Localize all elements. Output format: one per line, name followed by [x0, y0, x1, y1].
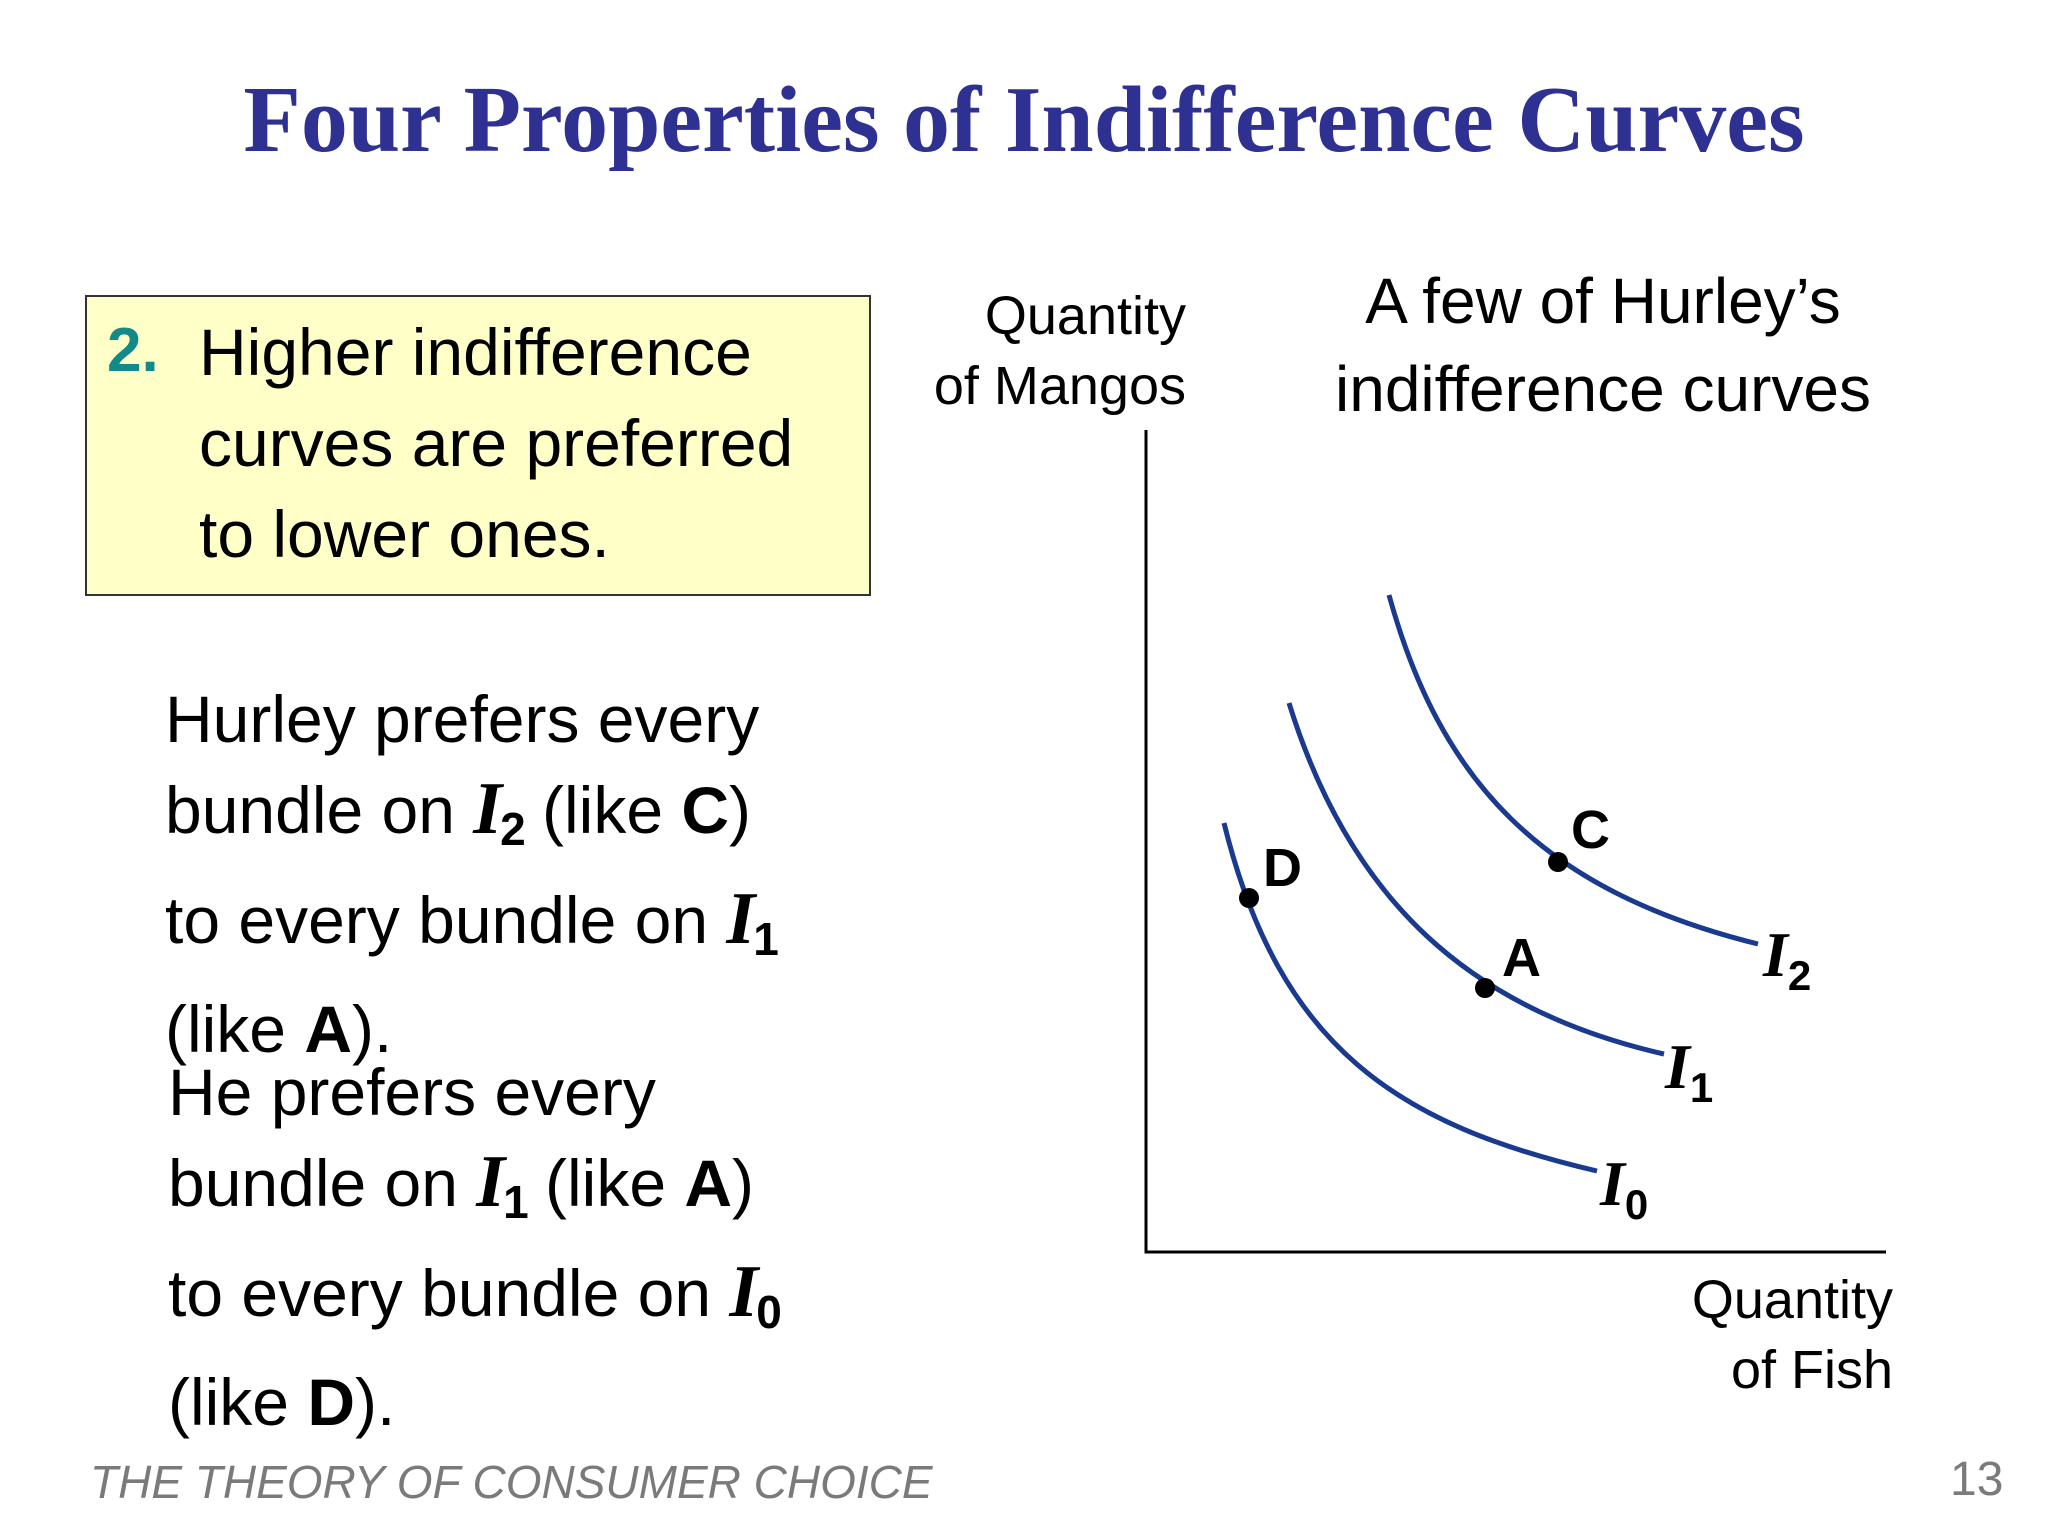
curve-symbol-i1: I1 — [726, 878, 778, 965]
point-ref-a: A — [684, 1146, 733, 1220]
para2-text: ). — [355, 1365, 396, 1439]
indifference-curve-i0 — [1221, 822, 1598, 1174]
point-a-label: A — [1502, 928, 1541, 988]
para1-line-1: Hurley prefers every — [165, 682, 760, 756]
property-line-3: to lower ones. — [199, 497, 610, 571]
diagram-caption-line-1: A few of Hurley’s — [1365, 265, 1840, 337]
property-line-2: curves are preferred — [199, 406, 794, 480]
point-ref-a: A — [304, 992, 353, 1066]
axes — [1144, 430, 1886, 1254]
curve-label-i2: I2 — [1762, 919, 1811, 999]
x-axis-label-line-2: of Fish — [1731, 1340, 1893, 1400]
point-d-label: D — [1263, 838, 1302, 898]
para1-text: ). — [352, 992, 393, 1066]
property-statement: Higher indifference curves are preferred… — [199, 307, 793, 580]
para2-text: (like — [168, 1365, 308, 1439]
x-axis-label-line-1: Quantity — [1692, 1270, 1893, 1330]
property-number: 2. — [107, 316, 159, 385]
footer-chapter-title: THE THEORY OF CONSUMER CHOICE — [90, 1456, 933, 1508]
curve-label-i1: I1 — [1664, 1031, 1713, 1111]
indifference-curve-i2 — [1386, 594, 1759, 947]
para2-text: bundle on — [168, 1146, 477, 1220]
para1-line-2: bundle on I2 (like C) — [165, 764, 777, 874]
property-callout-box: 2. Higher indifference curves are prefer… — [85, 295, 871, 596]
point-a-marker — [1475, 978, 1495, 998]
curve-symbol-i2: I2 — [473, 768, 525, 855]
curve-label-i0: I0 — [1599, 1148, 1648, 1228]
para1-text: to every bundle on — [165, 883, 727, 957]
para1-line-4: (like A). — [165, 984, 777, 1074]
para2-line-1: He prefers every — [168, 1055, 656, 1129]
property-line-1: Higher indifference — [199, 315, 752, 389]
para1-text: ) — [729, 773, 752, 847]
para2-text: (like — [526, 1146, 685, 1220]
y-axis-label-line-1: Quantity — [985, 286, 1186, 346]
point-c-marker — [1548, 852, 1568, 872]
para2-text: to every bundle on — [168, 1256, 730, 1330]
explanation-paragraph-1: Hurley prefers every bundle on I2 (like … — [165, 674, 779, 1074]
point-c-label: C — [1571, 800, 1610, 860]
indifference-curve-i1 — [1286, 702, 1665, 1057]
para1-text: bundle on — [165, 773, 474, 847]
para2-line-4: (like D). — [168, 1357, 780, 1447]
page-number: 13 — [1950, 1453, 2004, 1506]
curve-symbol-i1: I1 — [476, 1141, 528, 1228]
diagram-caption-line-2: indifference curves — [1335, 353, 1871, 425]
para1-text: (like — [523, 773, 682, 847]
point-d-marker — [1239, 888, 1259, 908]
para1-text: (like — [165, 992, 305, 1066]
curve-symbol-i0: I0 — [729, 1251, 781, 1338]
point-ref-c: C — [681, 773, 730, 847]
point-ref-d: D — [307, 1365, 356, 1439]
explanation-paragraph-2: He prefers every bundle on I1 (like A) t… — [168, 1047, 782, 1447]
para2-text: ) — [732, 1146, 755, 1220]
para2-line-2: bundle on I1 (like A) — [168, 1137, 780, 1247]
slide-title: Four Properties of Indifference Curves — [243, 68, 1805, 172]
para2-line-3: to every bundle on I0 — [168, 1247, 782, 1357]
para1-line-3: to every bundle on I1 — [165, 874, 779, 984]
y-axis-label-line-2: of Mangos — [934, 356, 1186, 416]
